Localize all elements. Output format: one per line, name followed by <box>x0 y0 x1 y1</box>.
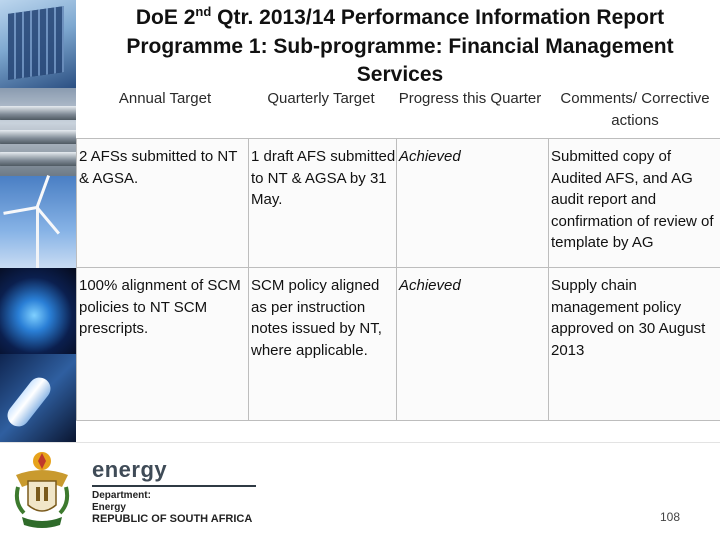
page-title: DoE 2nd Qtr. 2013/14 Performance Informa… <box>126 4 674 86</box>
wind-turbine-image <box>0 175 76 268</box>
quarterly-target-cell: 1 draft AFS submitted to NT & AGSA by 31… <box>249 139 397 268</box>
header-quarterly-target: Quarterly Target <box>267 90 375 107</box>
quarterly-target-cell: SCM policy aligned as per instruction no… <box>249 268 397 420</box>
performance-table: 2 AFSs submitted to NT & AGSA. 1 draft A… <box>76 138 720 421</box>
progress-cell: Achieved <box>397 139 549 268</box>
table-row: 100% alignment of SCM policies to NT SCM… <box>76 267 720 421</box>
pipeline-image <box>0 88 76 176</box>
department-name: Energy <box>92 502 126 513</box>
department-label: Department: <box>92 490 151 501</box>
footer: energy Department: Energy REPUBLIC OF SO… <box>0 442 720 541</box>
header-comments: Comments/ Corrective actions <box>560 90 710 129</box>
annual-target-cell: 2 AFSs submitted to NT & AGSA. <box>77 139 249 268</box>
comments-cell: Supply chain management policy approved … <box>551 277 706 359</box>
progress-cell: Achieved <box>397 268 549 420</box>
coat-of-arms-logo <box>14 452 70 528</box>
table-row: 2 AFSs submitted to NT & AGSA. 1 draft A… <box>76 138 720 269</box>
comments-cell: Submitted copy of Audited AFS, and AG au… <box>551 148 714 251</box>
header-annual-target: Annual Target <box>118 90 212 107</box>
header-progress: Progress this Quarter <box>398 90 542 107</box>
brand-wordmark: energy <box>92 457 168 482</box>
annual-target-cell: 100% alignment of SCM policies to NT SCM… <box>77 268 249 420</box>
page-number: 108 <box>659 510 681 524</box>
solar-panel-image <box>0 0 76 88</box>
decorative-photo-strip <box>0 0 76 442</box>
country-name: REPUBLIC OF SOUTH AFRICA <box>92 513 253 525</box>
gas-flame-image <box>0 268 76 354</box>
light-bulb-image <box>0 354 76 442</box>
brand-divider <box>92 485 256 487</box>
